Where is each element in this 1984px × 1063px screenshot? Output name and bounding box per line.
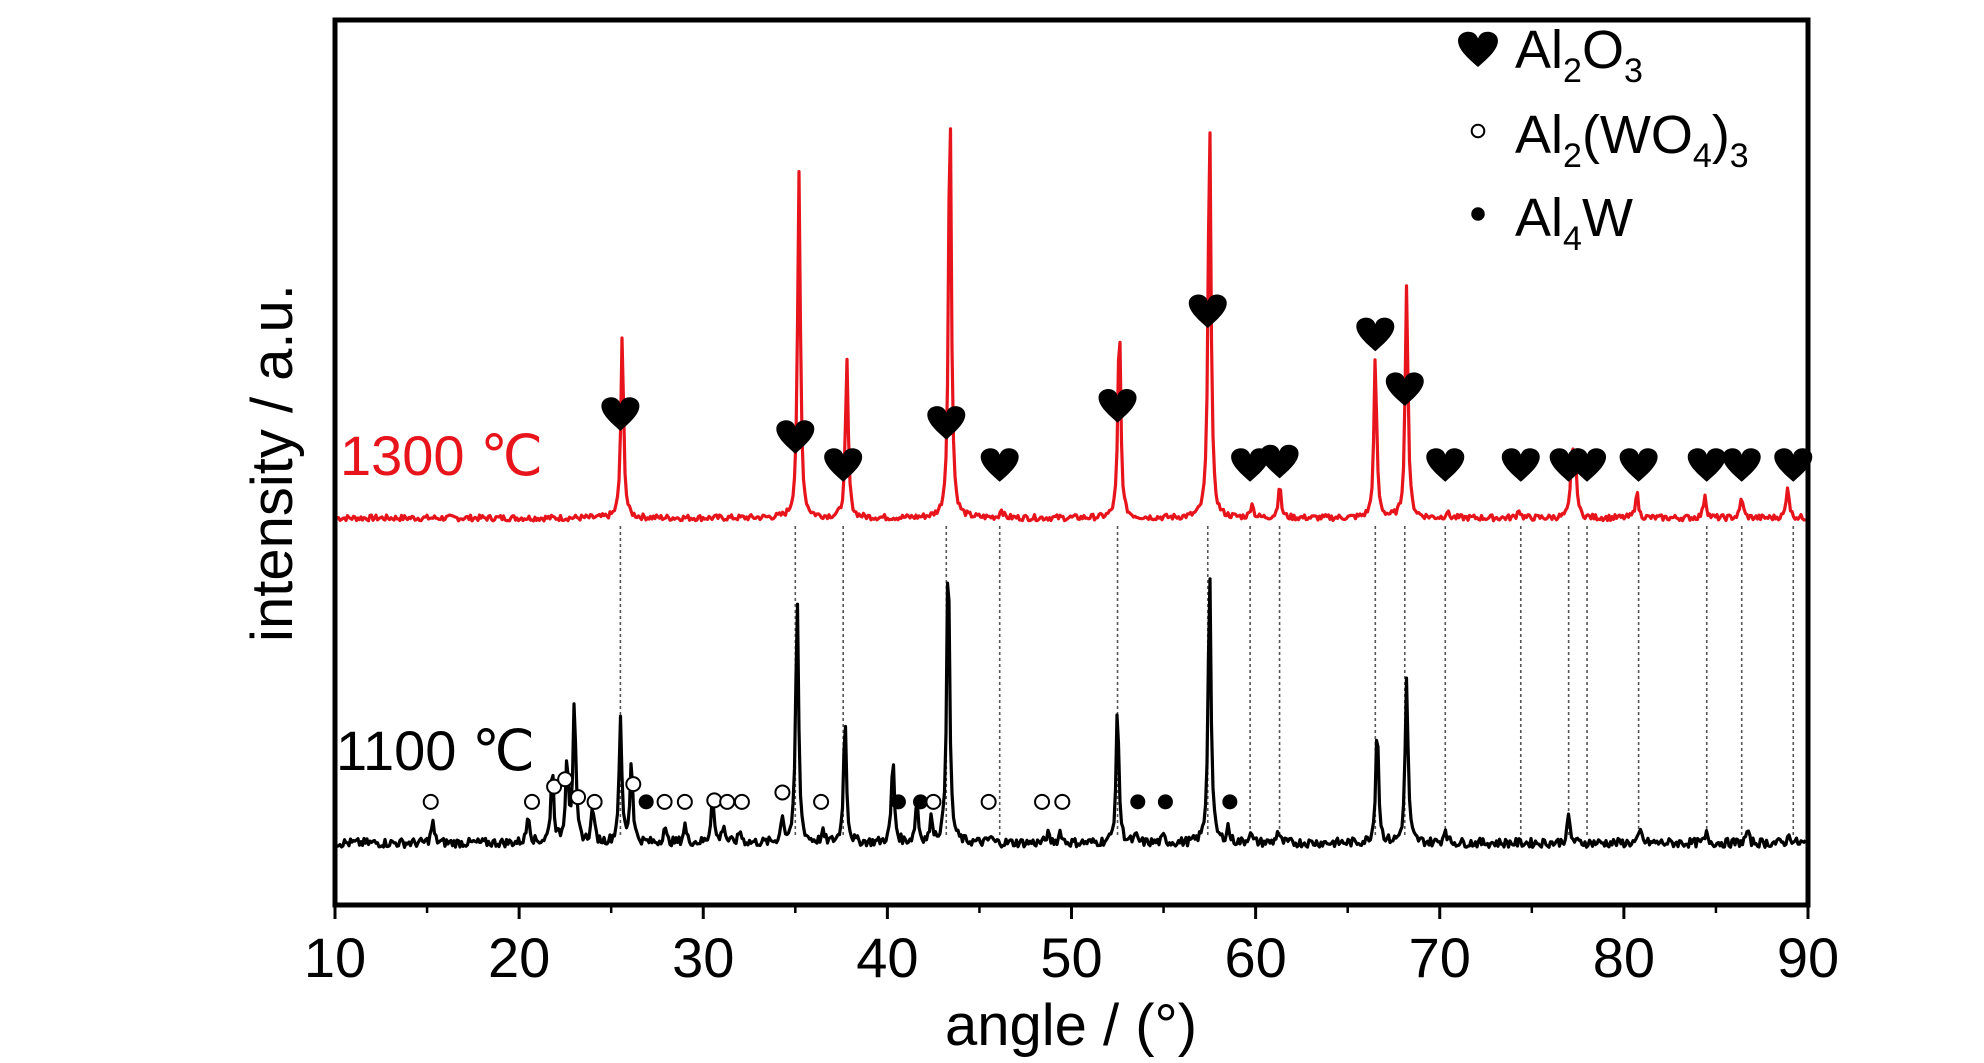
al2wo43-marker — [719, 793, 736, 810]
al2wo43-marker — [570, 789, 587, 806]
al2o3-heart-marker — [1385, 372, 1424, 406]
open-circle-legend-icon — [1470, 123, 1486, 139]
al4w-marker — [1130, 794, 1146, 810]
al4w-marker — [638, 794, 654, 810]
al2o3-heart-marker — [1260, 444, 1299, 479]
x-tick-label: 50 — [1040, 926, 1102, 989]
x-tick-label: 70 — [1409, 926, 1471, 989]
al2o3-heart-marker — [776, 420, 815, 454]
al2o3-heart-marker — [1774, 448, 1813, 482]
al2o3-heart-marker — [1231, 448, 1270, 482]
al2o3-heart-marker — [1501, 448, 1540, 482]
series-line-1100 — [336, 577, 1807, 850]
al2o3-heart-marker — [601, 397, 640, 431]
diffraction-traces — [336, 127, 1807, 850]
legend-label: Al2​O3​ — [1515, 20, 1643, 90]
series-label-1100: 1100 ℃ — [336, 719, 535, 782]
x-tick-label: 60 — [1224, 926, 1286, 989]
x-tick-label: 30 — [672, 926, 734, 989]
x-tick-label: 10 — [304, 926, 366, 989]
al2o3-heart-marker — [1722, 448, 1761, 482]
al2wo43-marker — [524, 793, 541, 810]
al2wo43-marker — [656, 793, 673, 810]
al4w-marker — [890, 794, 906, 810]
al2o3-heart-marker — [980, 448, 1019, 482]
x-tick-label: 90 — [1777, 926, 1839, 989]
al2o3-heart-marker — [927, 406, 966, 440]
al2o3-heart-marker — [1687, 448, 1726, 482]
al2wo43-marker — [1054, 793, 1071, 810]
y-axis-title: intensity / a.u. — [240, 284, 305, 642]
al2o3-heart-marker — [1098, 389, 1137, 423]
al2o3-heart-marker — [1356, 317, 1395, 352]
filled-circle-legend-icon — [1471, 207, 1485, 221]
al2o3-heart-marker — [1188, 294, 1227, 329]
al4w-marker — [1157, 794, 1173, 810]
al2wo43-marker — [733, 793, 750, 810]
al2wo43-marker — [774, 784, 791, 801]
heart-legend-icon — [1458, 31, 1498, 68]
legend: Al2​O3​ Al2​(WO4​)3​ Al4​W — [1458, 20, 1749, 258]
al2o3-heart-marker — [824, 448, 863, 482]
series-line-1300 — [336, 127, 1806, 523]
x-tick-label: 80 — [1593, 926, 1655, 989]
al2wo43-marker — [1034, 793, 1051, 810]
x-tick-label: 40 — [856, 926, 918, 989]
al2wo43-marker — [557, 771, 574, 788]
al4w-marker — [1222, 794, 1238, 810]
legend-label: Al2​(WO4​)3​ — [1515, 105, 1749, 175]
al2wo43-marker — [706, 792, 723, 809]
al2o3-heart-marker — [1568, 448, 1607, 482]
phase-markers — [422, 294, 1813, 810]
legend-label: Al4​W — [1515, 188, 1633, 258]
series-label-1300: 1300 ℃ — [340, 424, 543, 487]
al2wo43-marker — [422, 793, 439, 810]
al2wo43-marker — [546, 778, 563, 795]
al2wo43-marker — [676, 793, 693, 810]
al2o3-heart-marker — [1619, 448, 1658, 482]
al2wo43-marker — [625, 776, 642, 793]
x-axis-title: angle / (°) — [945, 993, 1197, 1058]
al2wo43-marker — [586, 793, 603, 810]
al2wo43-marker — [980, 793, 997, 810]
x-tick-label: 20 — [488, 926, 550, 989]
al4w-marker — [913, 794, 929, 810]
al2wo43-marker — [925, 793, 942, 810]
al2o3-heart-marker — [1426, 448, 1465, 482]
al2wo43-marker — [813, 793, 830, 810]
x-axis-ticks: 10 20 30 40 50 60 70 80 90 — [304, 905, 1839, 989]
